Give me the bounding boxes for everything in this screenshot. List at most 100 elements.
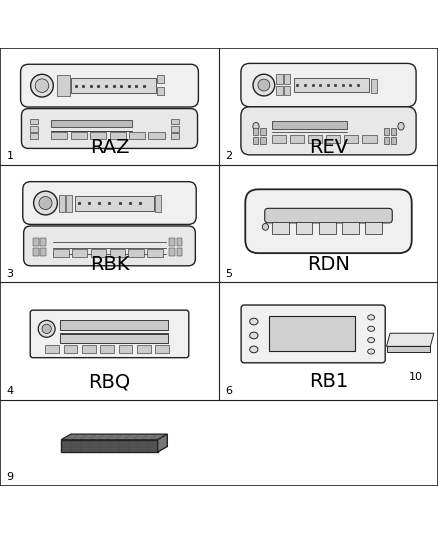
FancyBboxPatch shape: [21, 109, 198, 148]
Bar: [290, 135, 304, 143]
FancyBboxPatch shape: [23, 182, 196, 224]
Ellipse shape: [253, 74, 275, 96]
Text: RDN: RDN: [307, 255, 350, 274]
Bar: [60, 334, 168, 343]
Bar: [147, 249, 163, 257]
Bar: [391, 137, 396, 144]
Text: 1: 1: [7, 151, 14, 161]
Ellipse shape: [253, 123, 259, 130]
Bar: [128, 249, 144, 257]
Bar: [276, 74, 283, 84]
Bar: [272, 222, 289, 233]
Ellipse shape: [250, 318, 258, 325]
Text: 2: 2: [226, 151, 233, 161]
Bar: [137, 345, 151, 352]
Bar: [53, 249, 68, 257]
Bar: [30, 119, 38, 124]
Ellipse shape: [367, 315, 374, 320]
Bar: [344, 135, 358, 143]
Bar: [75, 196, 154, 211]
Text: REV: REV: [309, 138, 348, 157]
Bar: [72, 249, 88, 257]
Bar: [71, 132, 87, 139]
Ellipse shape: [39, 197, 52, 209]
Bar: [284, 74, 290, 84]
Bar: [296, 222, 312, 233]
Bar: [71, 78, 155, 93]
Bar: [33, 238, 39, 246]
Polygon shape: [158, 434, 167, 452]
Bar: [59, 195, 65, 213]
Bar: [177, 238, 182, 246]
Bar: [284, 86, 290, 95]
Bar: [155, 195, 161, 213]
FancyBboxPatch shape: [241, 63, 416, 107]
Ellipse shape: [262, 223, 268, 230]
Bar: [100, 345, 114, 352]
Bar: [110, 249, 125, 257]
Bar: [362, 135, 377, 143]
Text: 10: 10: [409, 372, 423, 382]
Bar: [148, 132, 165, 139]
Bar: [30, 126, 38, 132]
Bar: [110, 132, 126, 139]
Polygon shape: [61, 434, 167, 440]
Bar: [51, 120, 132, 127]
Bar: [57, 75, 70, 96]
Bar: [51, 132, 67, 139]
Text: 5: 5: [226, 269, 233, 279]
Ellipse shape: [250, 332, 258, 339]
Bar: [91, 249, 106, 257]
Bar: [384, 137, 389, 144]
FancyBboxPatch shape: [21, 64, 198, 107]
FancyBboxPatch shape: [241, 305, 385, 363]
Bar: [177, 248, 182, 256]
FancyBboxPatch shape: [245, 189, 412, 253]
Text: 4: 4: [7, 386, 14, 396]
Bar: [129, 132, 145, 139]
Bar: [371, 78, 377, 93]
Bar: [384, 128, 389, 134]
Bar: [260, 137, 265, 144]
Bar: [326, 135, 340, 143]
FancyBboxPatch shape: [241, 107, 416, 155]
Ellipse shape: [38, 320, 55, 337]
Bar: [157, 75, 164, 83]
Text: 6: 6: [226, 386, 233, 396]
Ellipse shape: [367, 337, 374, 343]
Bar: [253, 128, 258, 134]
Bar: [33, 248, 39, 256]
Bar: [171, 126, 179, 132]
Ellipse shape: [42, 324, 51, 334]
Text: RAZ: RAZ: [90, 138, 129, 157]
Bar: [157, 87, 164, 95]
FancyBboxPatch shape: [24, 226, 195, 266]
Ellipse shape: [258, 79, 270, 91]
Bar: [342, 222, 359, 233]
Bar: [170, 248, 175, 256]
Text: 3: 3: [7, 269, 14, 279]
Bar: [391, 128, 396, 134]
Bar: [319, 222, 336, 233]
Bar: [272, 121, 347, 130]
Text: RBK: RBK: [90, 255, 129, 274]
Bar: [45, 345, 59, 352]
FancyBboxPatch shape: [265, 208, 392, 223]
FancyBboxPatch shape: [30, 310, 189, 358]
Polygon shape: [61, 440, 158, 452]
Bar: [30, 133, 38, 139]
Text: RBQ: RBQ: [88, 373, 131, 391]
Bar: [82, 345, 95, 352]
Polygon shape: [387, 333, 434, 346]
Ellipse shape: [367, 349, 374, 354]
Bar: [40, 238, 46, 246]
Bar: [293, 78, 369, 92]
Ellipse shape: [250, 346, 258, 353]
Ellipse shape: [367, 326, 374, 332]
Polygon shape: [387, 346, 430, 352]
Ellipse shape: [31, 74, 53, 97]
Bar: [269, 316, 354, 351]
Ellipse shape: [35, 79, 49, 92]
Bar: [276, 86, 283, 95]
Bar: [40, 248, 46, 256]
